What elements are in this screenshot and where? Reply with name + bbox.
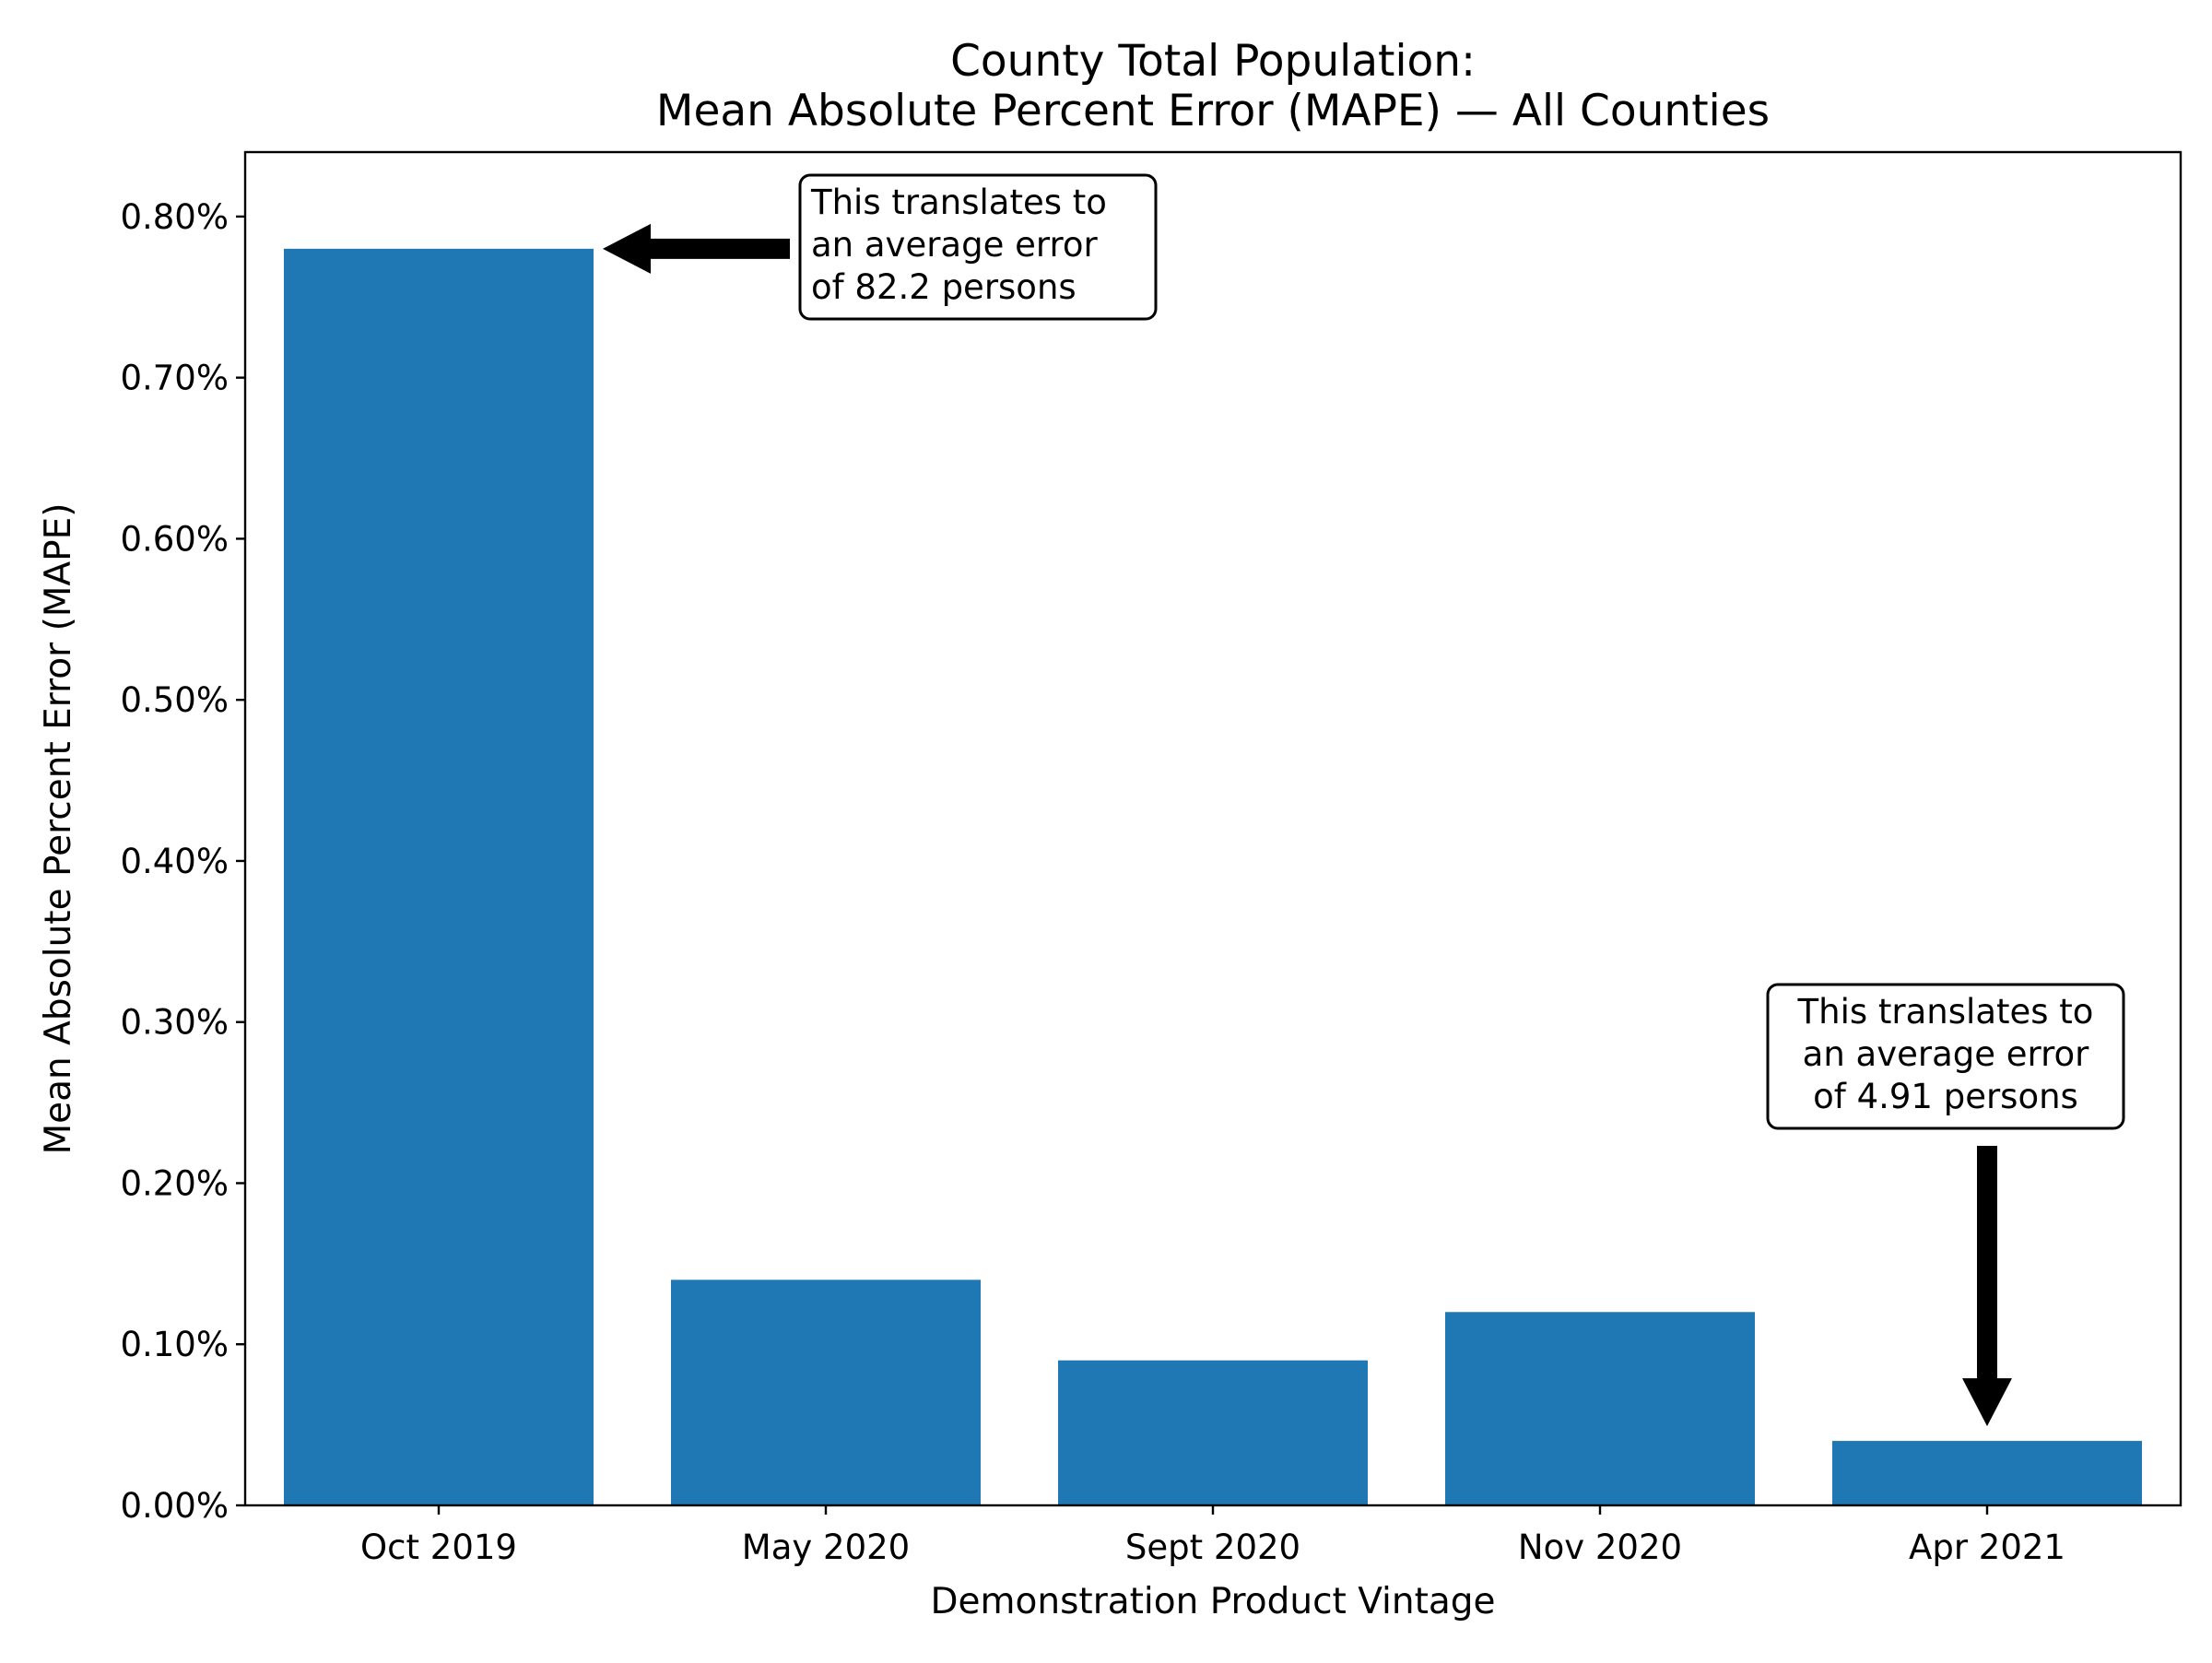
bar-sept-2020 — [1058, 1360, 1368, 1505]
x-tick-label: Sept 2020 — [1125, 1527, 1300, 1567]
annotation-arrow-head — [1962, 1378, 2012, 1427]
bar-oct-2019 — [284, 248, 594, 1505]
x-tick-label: Oct 2019 — [360, 1527, 517, 1567]
x-axis-label: Demonstration Product Vintage — [930, 1581, 1495, 1622]
annotation-text-line: This translates to — [810, 183, 1107, 222]
bar-apr-2021 — [1832, 1441, 2142, 1505]
bars — [284, 248, 2142, 1505]
annotation-box — [1766, 983, 2125, 1130]
y-axis-ticks: 0.00% 0.10% 0.20% 0.30% 0.40% 0.50% 0.60% 0.70%… — [120, 197, 245, 1526]
x-tick-label: Nov 2020 — [1518, 1527, 1682, 1567]
y-tick-label: 0.20% — [120, 1163, 229, 1203]
chart-title-line-1: County Total Population: — [950, 36, 1476, 87]
y-axis-label: Mean Absolute Percent Error (MAPE) — [38, 502, 79, 1154]
y-tick-label: 0.00% — [120, 1486, 229, 1526]
chart-title-line-2: Mean Absolute Percent Error (MAPE) — All… — [656, 86, 1770, 136]
y-tick-label: 0.80% — [120, 197, 229, 237]
annotation-text-line: of 82.2 persons — [811, 267, 1077, 307]
annotation-text-line: an average error — [1803, 1034, 2089, 1074]
bar-may-2020 — [671, 1280, 981, 1505]
y-tick-label: 0.40% — [120, 842, 229, 881]
chart-title: County Total Population:Mean Absolute Pe… — [656, 36, 1770, 136]
annotation-text-line: of 4.91 persons — [1813, 1077, 2078, 1116]
annotation-box — [798, 173, 1158, 321]
bar-nov-2020 — [1445, 1312, 1755, 1505]
x-tick-label: Apr 2021 — [1909, 1527, 2065, 1567]
annotation-arrow-head — [603, 223, 651, 274]
y-tick-label: 0.30% — [120, 1003, 229, 1043]
y-tick-label: 0.70% — [120, 359, 229, 398]
y-tick-label: 0.60% — [120, 519, 229, 559]
annotation-text-line: This translates to — [1797, 992, 2094, 1032]
y-tick-label: 0.50% — [120, 680, 229, 720]
y-tick-label: 0.10% — [120, 1325, 229, 1364]
x-axis-ticks: Oct 2019 May 2020 Sept 2020 Nov 2020 Apr 202… — [360, 1505, 2065, 1567]
x-tick-label: May 2020 — [742, 1527, 910, 1567]
annotation-text-line: an average error — [811, 225, 1098, 265]
